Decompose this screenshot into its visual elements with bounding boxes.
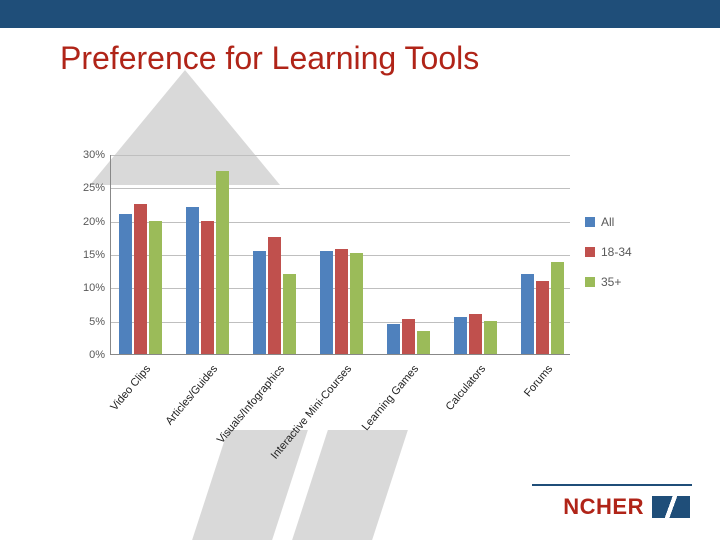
legend-swatch-icon [585, 217, 595, 227]
bar [484, 321, 497, 354]
y-tick-label: 0% [89, 349, 111, 361]
bar [521, 274, 534, 354]
gridline [111, 155, 570, 156]
bar [402, 319, 415, 354]
legend-label: 18-34 [601, 245, 632, 259]
bar [454, 317, 467, 354]
gridline [111, 222, 570, 223]
bar [119, 214, 132, 354]
legend-item: 18-34 [585, 245, 632, 259]
bar [201, 221, 214, 354]
bar [536, 281, 549, 354]
legend-label: All [601, 215, 614, 229]
y-tick-label: 5% [89, 316, 111, 328]
x-tick-label: Interactive Mini-Courses [269, 363, 354, 462]
bar [335, 249, 348, 354]
logo-text: NCHER [563, 494, 644, 520]
gridline [111, 188, 570, 189]
ncher-logo: NCHER [563, 494, 690, 520]
logo-mark-icon [652, 496, 690, 518]
bar-group [186, 171, 229, 354]
bar [417, 331, 430, 354]
y-tick-label: 15% [83, 249, 111, 261]
y-tick-label: 30% [83, 149, 111, 161]
y-tick-label: 10% [83, 282, 111, 294]
bar-group [387, 319, 430, 354]
y-tick-label: 25% [83, 182, 111, 194]
x-tick-label: Visuals/Infographics [215, 363, 287, 446]
bar [283, 274, 296, 354]
bar-group [320, 249, 363, 354]
bar-group [119, 204, 162, 354]
bar [387, 324, 400, 354]
bar-group [253, 237, 296, 354]
legend-label: 35+ [601, 275, 621, 289]
y-tick-label: 20% [83, 216, 111, 228]
legend-swatch-icon [585, 277, 595, 287]
x-tick-label: Calculators [444, 363, 489, 413]
x-tick-label: Learning Games [360, 363, 421, 433]
bar [149, 221, 162, 354]
bar [551, 262, 564, 354]
bar-group [454, 314, 497, 354]
x-tick-label: Articles/Guides [163, 363, 220, 427]
bar [469, 314, 482, 354]
header-bar [0, 0, 720, 28]
bar [268, 237, 281, 354]
bar [186, 207, 199, 354]
bar [253, 251, 266, 354]
preference-chart: 0%5%10%15%20%25%30%Video ClipsArticles/G… [70, 155, 670, 455]
bar-group [521, 262, 564, 354]
x-tick-label: Forums [522, 363, 555, 399]
legend-item: All [585, 215, 632, 229]
plot-area: 0%5%10%15%20%25%30%Video ClipsArticles/G… [110, 155, 570, 355]
legend-item: 35+ [585, 275, 632, 289]
bar [216, 171, 229, 354]
bar [134, 204, 147, 354]
x-tick-label: Video Clips [108, 363, 153, 413]
footer-divider [532, 484, 692, 486]
bar [350, 253, 363, 354]
bar [320, 251, 333, 354]
legend-swatch-icon [585, 247, 595, 257]
legend: All 18-34 35+ [585, 215, 632, 305]
